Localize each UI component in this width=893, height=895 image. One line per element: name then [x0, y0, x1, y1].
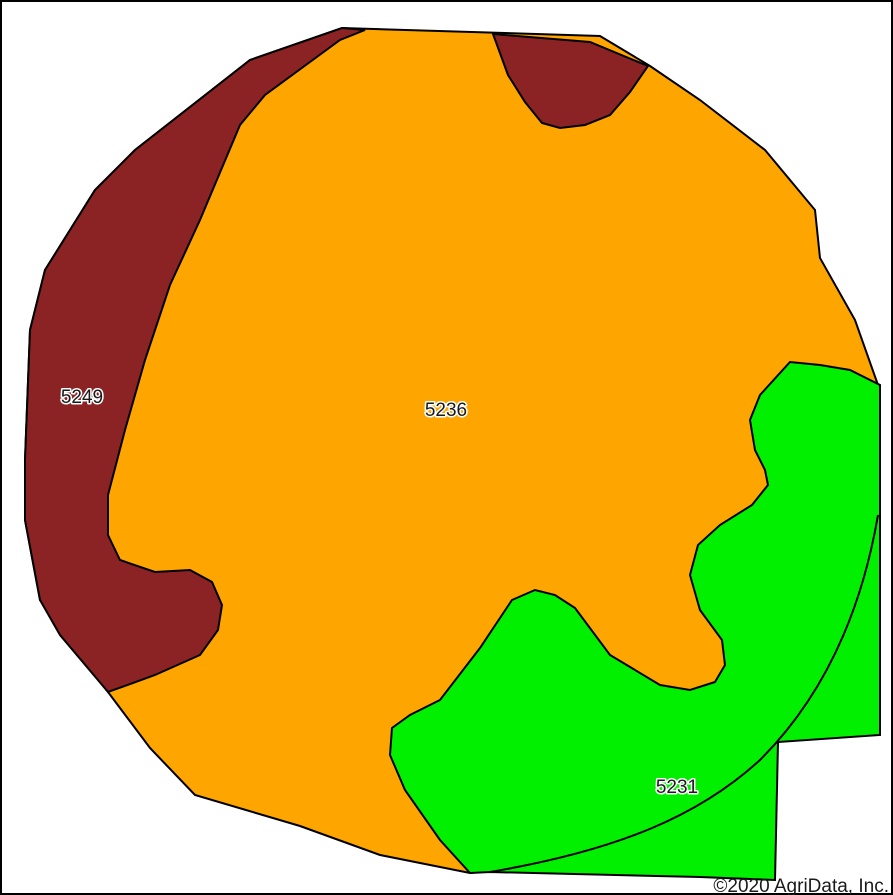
zone-5231-internal-boundary [489, 514, 879, 873]
zone-5231-polygon[interactable] [388, 360, 881, 882]
zone-label-5249: 5249 [61, 387, 103, 408]
zone-label-5231: 5231 [656, 777, 698, 798]
zone-5249-notch-polygon[interactable] [491, 32, 650, 130]
zone-5249-polygon[interactable] [24, 26, 366, 694]
zone-label-5236: 5236 [425, 400, 467, 421]
copyright-notice: ©2020 AgriData, Inc. [713, 876, 889, 895]
